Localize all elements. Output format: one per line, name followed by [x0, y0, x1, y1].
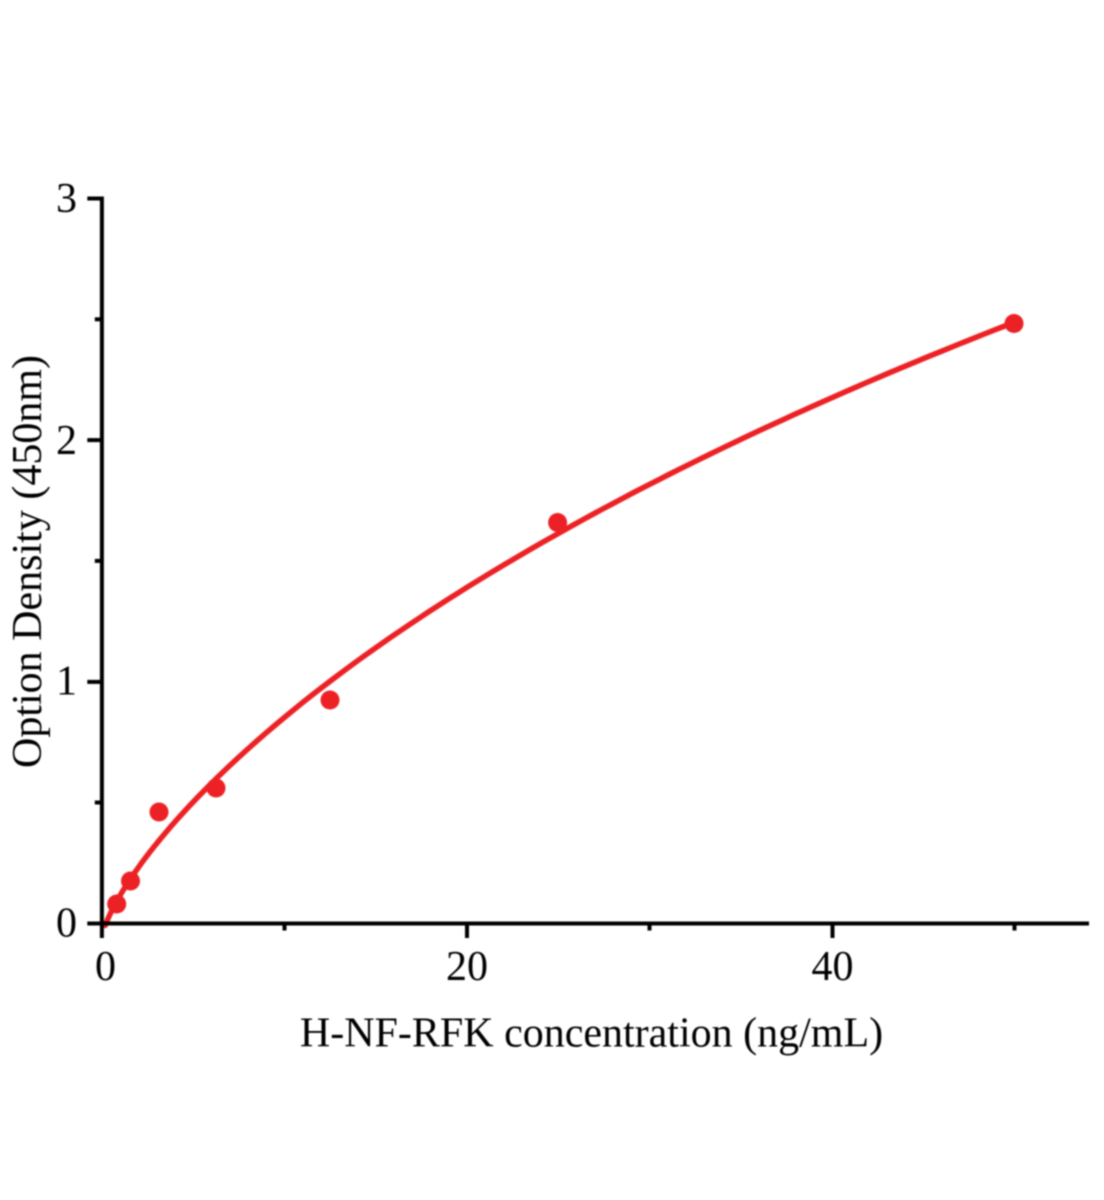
svg-text:20: 20: [446, 944, 488, 990]
svg-text:2: 2: [56, 418, 77, 464]
svg-text:3: 3: [56, 176, 77, 222]
svg-text:0: 0: [56, 901, 77, 947]
svg-text:H-NF-RFK concentration (ng/mL): H-NF-RFK concentration (ng/mL): [300, 1010, 883, 1056]
svg-text:0: 0: [95, 944, 116, 990]
svg-text:40: 40: [812, 944, 854, 990]
svg-text:Option Density (450nm): Option Density (450nm): [5, 355, 51, 768]
svg-text:1: 1: [56, 659, 77, 705]
